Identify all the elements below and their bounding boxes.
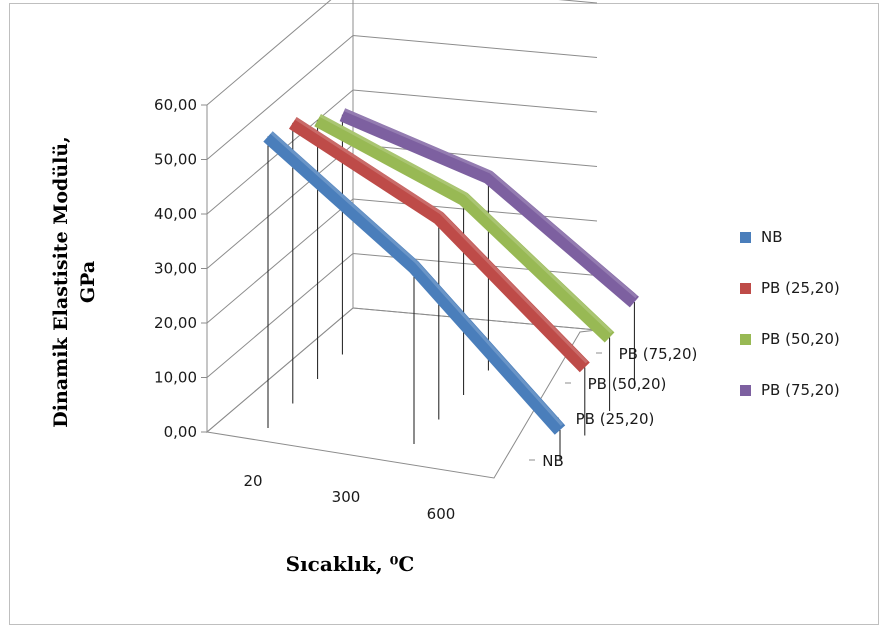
legend-swatch bbox=[740, 283, 751, 294]
gridline bbox=[206, 198, 598, 324]
depth-tick-label: PB (75,20) bbox=[619, 345, 698, 363]
series-highlight-1 bbox=[293, 116, 588, 364]
y-tick-label: 0,00 bbox=[164, 423, 197, 441]
tick-labels: 0,00 10,00 20,00 30,00 40,00 50,00 60,00 20 300 6… bbox=[154, 96, 697, 523]
legend-swatch bbox=[740, 334, 751, 345]
y-tick-label: 50,00 bbox=[154, 151, 197, 169]
y-tick-label: 60,00 bbox=[154, 96, 197, 114]
y-axis-title-unit: GPa bbox=[77, 261, 99, 303]
x-axis-title: Sıcaklık, ⁰C bbox=[286, 552, 415, 576]
x-tick-label: 600 bbox=[427, 505, 456, 523]
x-tick-label: 300 bbox=[332, 488, 361, 506]
legend-swatch bbox=[740, 385, 751, 396]
depth-tick-label: PB (25,20) bbox=[576, 410, 655, 428]
axis-titles: Dinamik Elastisite Modülü, GPa Sıcaklık,… bbox=[50, 136, 414, 576]
y-axis-title: Dinamik Elastisite Modülü, bbox=[50, 136, 72, 427]
gridline bbox=[206, 0, 598, 106]
series-highlight-3 bbox=[343, 108, 638, 299]
series-line-2 bbox=[314, 113, 615, 343]
y-tick-label: 10,00 bbox=[154, 369, 197, 387]
legend-label: NB bbox=[761, 228, 783, 246]
legend-swatch bbox=[740, 232, 751, 243]
depth-tick-label: NB bbox=[542, 452, 564, 470]
left-wall bbox=[206, 0, 354, 434]
series-line-3 bbox=[339, 108, 639, 308]
gridline bbox=[206, 307, 598, 433]
y-tick-label: 40,00 bbox=[154, 205, 197, 223]
gridline bbox=[206, 34, 598, 160]
series-highlight-0 bbox=[269, 130, 564, 427]
series-line-0 bbox=[263, 131, 566, 435]
gridline bbox=[206, 252, 598, 378]
y-tick-label: 20,00 bbox=[154, 314, 197, 332]
series-layer bbox=[263, 108, 639, 435]
legend-label: PB (50,20) bbox=[761, 330, 840, 348]
legend-label: PB (25,20) bbox=[761, 279, 840, 297]
series-highlight-2 bbox=[318, 113, 613, 334]
x-tick-label: 20 bbox=[243, 472, 262, 490]
series-line-1 bbox=[288, 116, 590, 373]
gridline bbox=[206, 89, 598, 215]
legend: NB PB (25,20) PB (50,20) PB (75,20) bbox=[740, 228, 840, 399]
y-tick-label: 30,00 bbox=[154, 260, 197, 278]
depth-tick-label: PB (50,20) bbox=[588, 375, 667, 393]
legend-label: PB (75,20) bbox=[761, 381, 840, 399]
chart-area bbox=[9, 3, 879, 625]
